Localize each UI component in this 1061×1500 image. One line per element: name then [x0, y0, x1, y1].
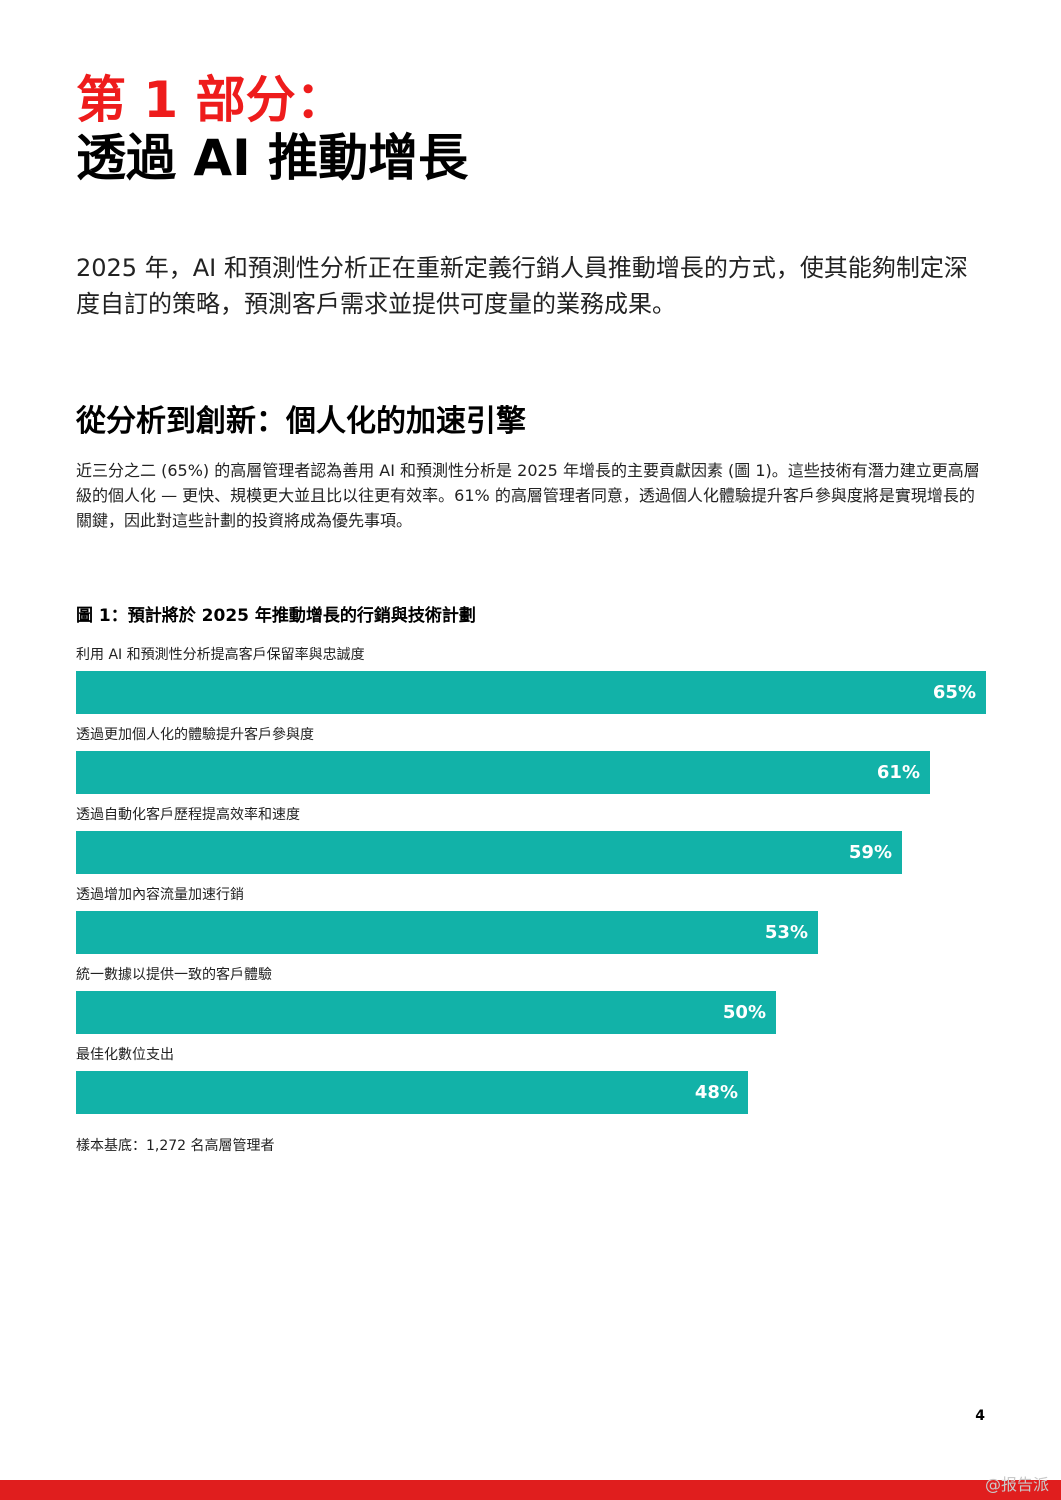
intro-paragraph: 2025 年，AI 和預測性分析正在重新定義行銷人員推動增長的方式，使其能夠制定… [76, 254, 968, 318]
section-heading: 從分析到創新：個人化的加速引擎 [76, 404, 526, 439]
section-title-part: 第 1 部分： [76, 71, 346, 129]
bar-value-label: 53% [764, 922, 808, 943]
bar-row: 透過自動化客戶歷程提高效率和速度 59% [76, 805, 986, 875]
page-number: 4 [975, 1408, 985, 1424]
watermark: @报告派 [984, 1475, 1049, 1494]
bar: 48% [76, 1071, 748, 1114]
bar-value-label: 61% [876, 762, 920, 783]
bar: 65% [76, 671, 986, 714]
bar-category-label: 統一數據以提供一致的客戶體驗 [76, 967, 272, 983]
bar: 53% [76, 911, 818, 954]
figure-title: 圖 1：預計將於 2025 年推動增長的行銷與技術計劃 [76, 606, 476, 626]
sample-note: 樣本基底：1,272 名高層管理者 [76, 1138, 275, 1154]
body-paragraph: 近三分之二 (65%) 的高層管理者認為善用 AI 和預測性分析是 2025 年… [76, 461, 980, 530]
bar-value-label: 48% [694, 1082, 738, 1103]
section-title-main: 透過 AI 推動增長 [76, 129, 469, 187]
bar-row: 統一數據以提供一致的客戶體驗 50% [76, 965, 986, 1035]
footer-bar [0, 1480, 1061, 1500]
bar-category-label: 透過自動化客戶歷程提高效率和速度 [76, 807, 300, 823]
bar-row: 透過更加個人化的體驗提升客戶參與度 61% [76, 725, 986, 795]
bar-category-label: 利用 AI 和預測性分析提高客戶保留率與忠誠度 [76, 647, 365, 663]
bar: 59% [76, 831, 902, 874]
bar-row: 最佳化數位支出 48% [76, 1045, 986, 1115]
bar: 61% [76, 751, 930, 794]
bar: 50% [76, 991, 776, 1034]
bar-value-label: 59% [848, 842, 892, 863]
bar-row: 透過增加內容流量加速行銷 53% [76, 885, 986, 955]
bar-category-label: 透過增加內容流量加速行銷 [76, 887, 244, 903]
bar-category-label: 最佳化數位支出 [76, 1047, 174, 1063]
bar-category-label: 透過更加個人化的體驗提升客戶參與度 [76, 727, 314, 743]
bar-row: 利用 AI 和預測性分析提高客戶保留率與忠誠度 65% [76, 645, 986, 715]
bar-value-label: 65% [932, 682, 976, 703]
bar-value-label: 50% [722, 1002, 766, 1023]
bar-chart: 利用 AI 和預測性分析提高客戶保留率與忠誠度 65% 透過更加個人化的體驗提升客戶… [76, 645, 986, 1125]
